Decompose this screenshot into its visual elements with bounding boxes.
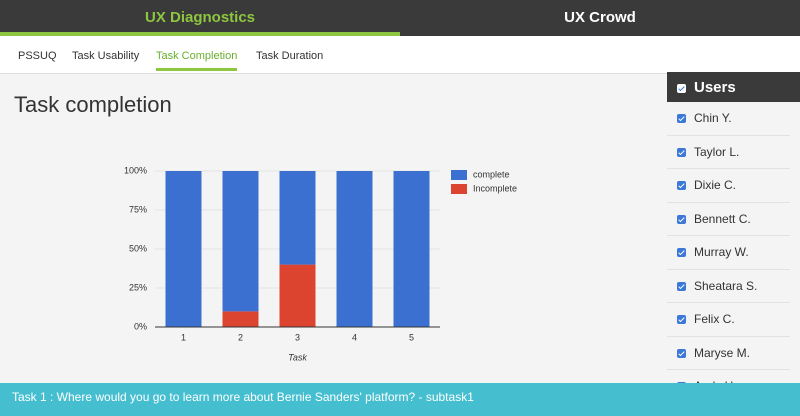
- user-name: Sheatara S.: [694, 278, 758, 293]
- bar-segment: [393, 171, 430, 327]
- sub-tab[interactable]: Task Completion: [156, 50, 238, 71]
- user-row[interactable]: Maryse M.: [667, 337, 790, 370]
- user-name: Murray W.: [694, 245, 749, 259]
- page-heading: Task completion: [14, 92, 172, 117]
- y-tick-label: 50%: [129, 243, 147, 253]
- user-name: Bennett C.: [694, 211, 751, 226]
- y-tick-label: 75%: [129, 204, 147, 214]
- user-row[interactable]: Chin Y.: [667, 102, 790, 136]
- user-name: Maryse M.: [694, 345, 751, 360]
- user-name: Dixie C.: [694, 178, 737, 192]
- checkbox[interactable]: [677, 114, 686, 124]
- user-row[interactable]: Dixie C.: [667, 169, 790, 203]
- checkbox[interactable]: [677, 83, 686, 93]
- sub-tab[interactable]: Task Duration: [256, 50, 324, 62]
- legend-label: Incomplete: [473, 183, 517, 193]
- user-name: Taylor L.: [694, 144, 740, 159]
- users-panel: Users Chin Y. Taylor L. Dixie C. Bennett C.…: [667, 72, 800, 404]
- sub-navigation: PSSUQ Task Usability Task Completion Task D…: [0, 36, 800, 74]
- users-header[interactable]: Users: [667, 72, 800, 102]
- user-row[interactable]: Murray W.: [667, 236, 790, 270]
- legend-label: complete: [473, 169, 510, 179]
- checkbox[interactable]: [677, 281, 686, 291]
- top-bar: UX Diagnostics UX Crowd: [0, 0, 800, 36]
- sub-tab[interactable]: Task Usability: [72, 50, 140, 62]
- users-title: Users: [694, 79, 736, 96]
- user-row[interactable]: Bennett C.: [667, 203, 790, 236]
- user-name: Felix C.: [694, 312, 735, 326]
- x-axis-title: Task: [288, 352, 307, 362]
- legend-swatch: [451, 170, 467, 180]
- x-tick-label: 3: [295, 332, 300, 342]
- x-tick-label: 2: [238, 332, 243, 342]
- y-tick-label: 0%: [134, 321, 147, 331]
- top-tab[interactable]: UX Crowd: [564, 9, 636, 26]
- y-tick-label: 100%: [124, 165, 147, 175]
- checkbox[interactable]: [677, 348, 686, 358]
- top-tab[interactable]: UX Diagnostics: [0, 0, 400, 36]
- chart: 0% 25% 50% 75% 100% 1 2 3 4 5 Task complete Incomple…: [124, 165, 517, 362]
- sub-tab[interactable]: PSSUQ: [18, 50, 57, 62]
- x-tick-label: 4: [352, 332, 357, 342]
- y-tick-label: 25%: [129, 282, 147, 292]
- bar-segment: [222, 171, 259, 312]
- user-row[interactable]: Felix C.: [667, 303, 790, 337]
- legend-swatch: [451, 184, 467, 194]
- bar-segment: [165, 171, 202, 327]
- checkbox[interactable]: [677, 315, 686, 325]
- x-tick-label: 5: [409, 332, 414, 342]
- user-name: Chin Y.: [694, 111, 732, 125]
- x-tick-label: 1: [181, 332, 186, 342]
- user-row[interactable]: Sheatara S.: [667, 270, 790, 303]
- checkbox[interactable]: [677, 181, 686, 191]
- task-bar: Task 1 : Where would you go to learn mor…: [0, 383, 800, 416]
- checkbox[interactable]: [677, 214, 686, 224]
- bar-segment: [336, 171, 373, 327]
- user-row[interactable]: Taylor L.: [667, 136, 790, 169]
- checkbox[interactable]: [677, 147, 686, 157]
- bar-segment: [279, 264, 316, 327]
- bar-segment: [222, 311, 259, 327]
- checkbox[interactable]: [677, 248, 686, 258]
- bar-segment: [279, 171, 316, 265]
